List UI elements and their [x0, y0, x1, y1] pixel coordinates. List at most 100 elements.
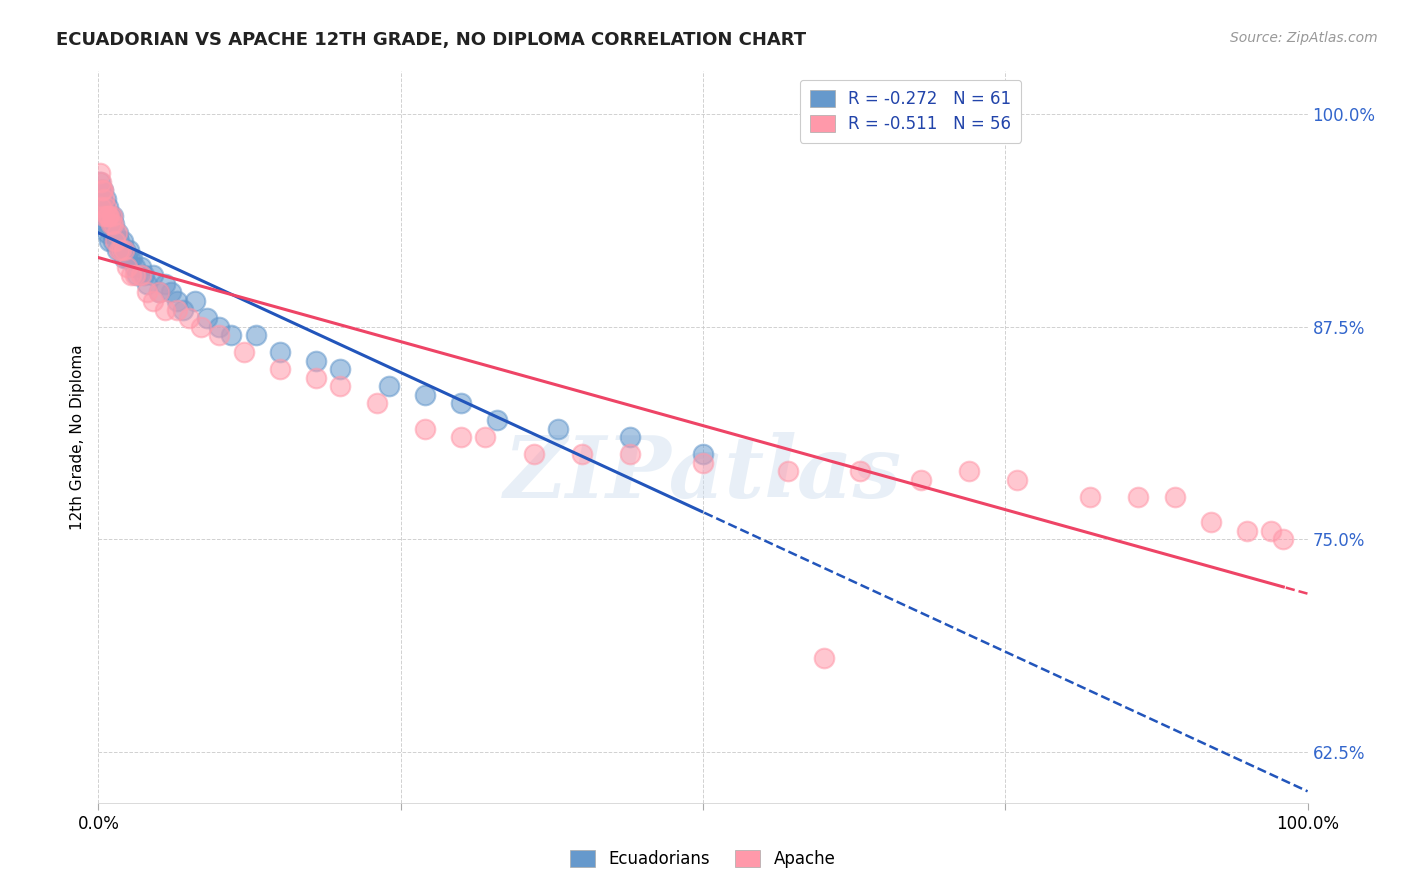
Text: Source: ZipAtlas.com: Source: ZipAtlas.com — [1230, 31, 1378, 45]
Point — [957, 464, 980, 478]
Point — [91, 183, 114, 197]
Point — [93, 192, 115, 206]
Text: ZIPatlas: ZIPatlas — [503, 432, 903, 516]
Point — [1163, 490, 1185, 504]
Point — [97, 201, 120, 215]
Point — [104, 226, 127, 240]
Point — [142, 268, 165, 283]
Point — [195, 311, 218, 326]
Point — [90, 201, 112, 215]
Point — [190, 319, 212, 334]
Point — [90, 209, 112, 223]
Point — [910, 473, 932, 487]
Point — [107, 226, 129, 240]
Point — [93, 201, 115, 215]
Point — [120, 268, 142, 283]
Point — [1199, 515, 1222, 529]
Legend: Ecuadorians, Apache: Ecuadorians, Apache — [564, 844, 842, 875]
Point — [571, 447, 593, 461]
Point — [172, 302, 194, 317]
Point — [96, 226, 118, 240]
Point — [103, 218, 125, 232]
Point — [94, 218, 117, 232]
Point — [1007, 473, 1029, 487]
Y-axis label: 12th Grade, No Diploma: 12th Grade, No Diploma — [69, 344, 84, 530]
Point — [96, 209, 118, 223]
Point — [1236, 524, 1258, 538]
Point — [129, 268, 152, 283]
Point — [142, 293, 165, 308]
Point — [153, 302, 176, 317]
Point — [94, 192, 117, 206]
Point — [153, 277, 176, 291]
Point — [135, 277, 157, 291]
Point — [94, 201, 117, 215]
Point — [117, 252, 139, 266]
Point — [91, 183, 114, 197]
Point — [90, 175, 112, 189]
Point — [366, 396, 388, 410]
Point — [100, 226, 122, 240]
Point — [105, 243, 128, 257]
Point — [96, 209, 118, 223]
Point — [97, 209, 120, 223]
Point — [221, 328, 243, 343]
Point — [245, 328, 267, 343]
Point — [121, 252, 143, 266]
Point — [110, 243, 132, 257]
Point — [108, 243, 131, 257]
Point — [160, 285, 183, 300]
Point — [98, 209, 121, 223]
Point — [305, 353, 328, 368]
Point — [305, 370, 328, 384]
Point — [112, 252, 135, 266]
Point — [1078, 490, 1101, 504]
Point — [813, 651, 835, 665]
Point — [100, 209, 122, 223]
Point — [114, 243, 136, 257]
Point — [1260, 524, 1282, 538]
Point — [523, 447, 546, 461]
Point — [166, 293, 188, 308]
Point — [124, 268, 146, 283]
Point — [208, 319, 231, 334]
Point — [129, 260, 152, 274]
Point — [93, 209, 115, 223]
Point — [269, 362, 291, 376]
Point — [413, 421, 436, 435]
Point — [450, 430, 472, 444]
Point — [101, 218, 124, 232]
Point — [1272, 532, 1295, 546]
Point — [179, 311, 201, 326]
Point — [269, 345, 291, 359]
Point — [91, 218, 114, 232]
Point — [692, 456, 714, 470]
Point — [184, 293, 207, 308]
Text: ECUADORIAN VS APACHE 12TH GRADE, NO DIPLOMA CORRELATION CHART: ECUADORIAN VS APACHE 12TH GRADE, NO DIPL… — [56, 31, 807, 49]
Point — [547, 421, 569, 435]
Point — [111, 235, 134, 249]
Point — [135, 285, 157, 300]
Point — [329, 362, 352, 376]
Point — [474, 430, 496, 444]
Point — [91, 201, 114, 215]
Point — [117, 260, 139, 274]
Point — [450, 396, 472, 410]
Point — [100, 218, 122, 232]
Point — [127, 268, 149, 283]
Point — [692, 447, 714, 461]
Point — [100, 209, 122, 223]
Point — [619, 447, 641, 461]
Point — [329, 379, 352, 393]
Point — [166, 302, 188, 317]
Point — [849, 464, 872, 478]
Point — [134, 268, 156, 283]
Point — [97, 218, 120, 232]
Point — [112, 243, 135, 257]
Point — [89, 175, 111, 189]
Point — [377, 379, 399, 393]
Point — [124, 260, 146, 274]
Point — [486, 413, 509, 427]
Point — [108, 235, 131, 249]
Point — [118, 252, 141, 266]
